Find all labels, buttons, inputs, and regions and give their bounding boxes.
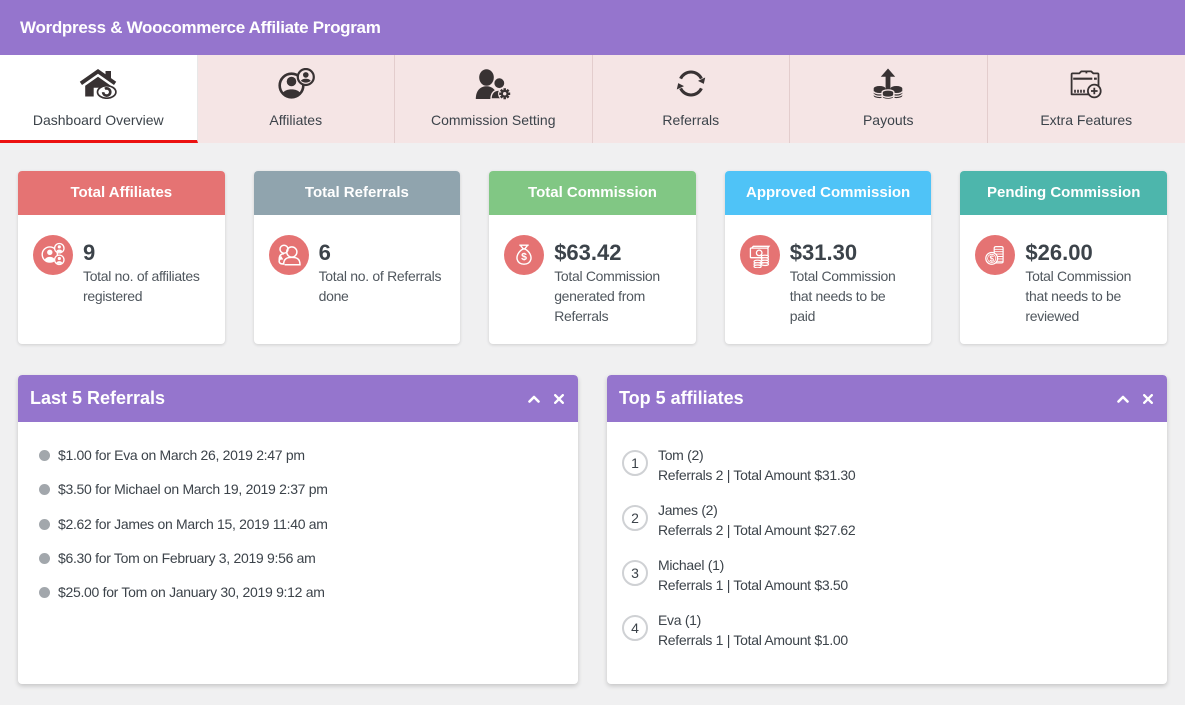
svg-text:$: $: [521, 251, 527, 263]
svg-text:$: $: [990, 254, 995, 263]
